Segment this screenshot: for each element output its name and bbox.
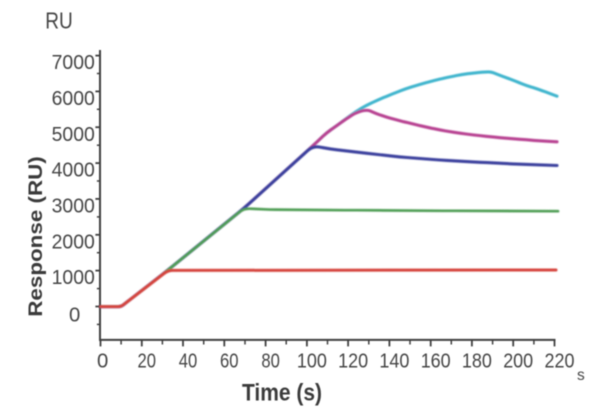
svg-text:7000: 7000: [52, 52, 95, 74]
svg-text:6000: 6000: [52, 88, 95, 110]
svg-text:4000: 4000: [52, 160, 95, 182]
svg-text:1000: 1000: [52, 267, 95, 289]
svg-text:20: 20: [138, 350, 157, 372]
svg-text:60: 60: [220, 350, 239, 372]
svg-text:3000: 3000: [52, 195, 95, 217]
svg-text:s: s: [577, 367, 585, 384]
svg-text:RU: RU: [45, 7, 73, 33]
svg-text:180: 180: [462, 350, 492, 372]
svg-text:2000: 2000: [52, 231, 95, 253]
svg-text:160: 160: [421, 350, 451, 372]
svg-text:0: 0: [69, 304, 80, 326]
svg-text:0: 0: [97, 350, 108, 372]
svg-text:80: 80: [261, 350, 280, 372]
svg-text:100: 100: [297, 350, 327, 372]
svg-text:Response (RU): Response (RU): [25, 156, 46, 316]
svg-text:200: 200: [503, 350, 533, 372]
svg-text:5000: 5000: [52, 124, 95, 146]
svg-text:220: 220: [545, 350, 575, 372]
svg-text:140: 140: [379, 350, 409, 372]
svg-text:40: 40: [179, 350, 198, 372]
svg-text:120: 120: [338, 350, 368, 372]
svg-text:Time (s): Time (s): [242, 380, 322, 407]
